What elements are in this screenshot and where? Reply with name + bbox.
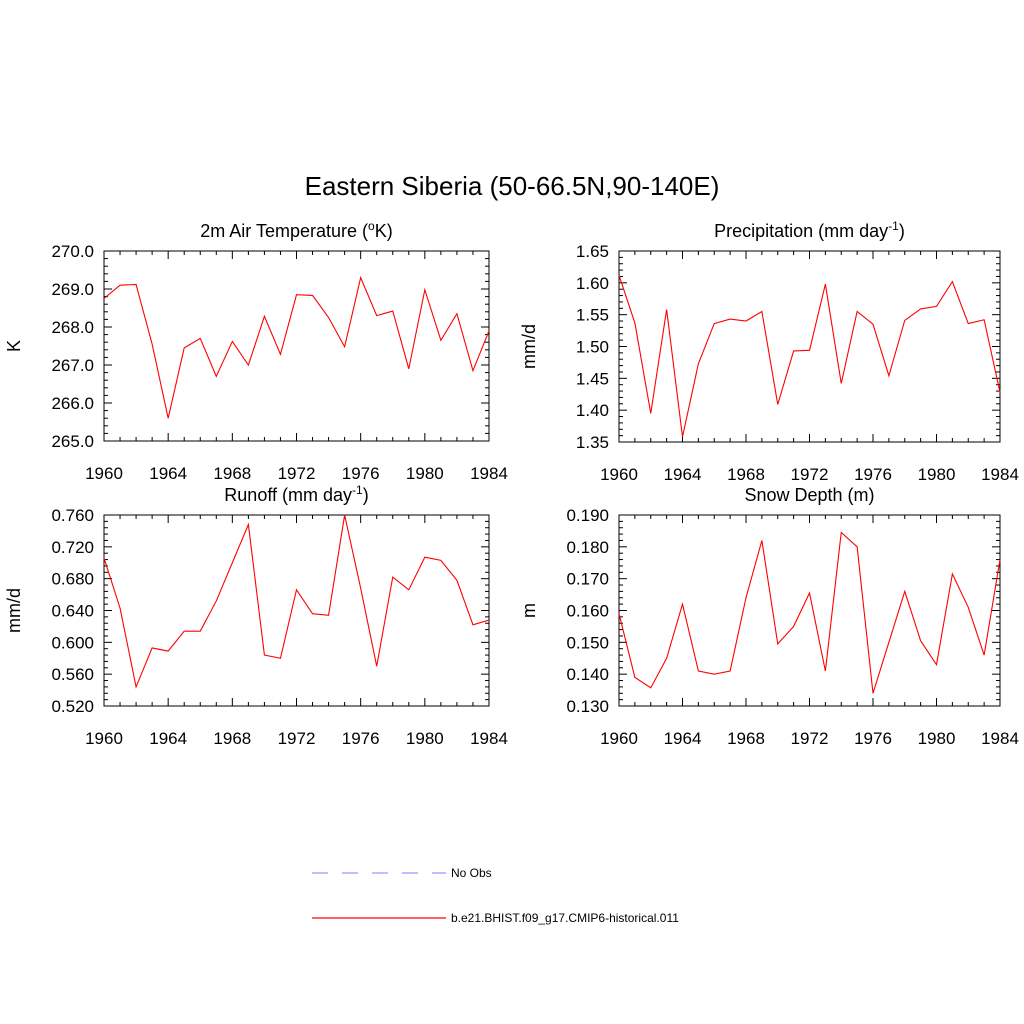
y-tick-label: 270.0 [51,242,94,261]
panel-title: 2m Air Temperature (oK) [200,219,392,241]
x-tick-label: 1960 [600,465,638,484]
y-tick-label: 268.0 [51,318,94,337]
x-tick-label: 1984 [470,729,508,748]
y-tick-label: 0.640 [51,602,94,621]
y-tick-label: 0.170 [566,570,609,589]
panel-4: 1960 1964 1968 1972 1976 1980 1984 0.130 0.140 0.… [519,485,1019,748]
panel-2: 1960 1964 1968 1972 1976 1980 1984 1.35 1.40 1.45… [519,219,1019,484]
y-tick-label: 266.0 [51,394,94,413]
y-axis-label: m [519,603,539,618]
x-tick-label: 1960 [85,464,123,483]
x-tick-label: 1984 [981,729,1019,748]
series-line [618,275,1001,438]
y-tick-label: 0.600 [51,633,94,652]
y-tick-label: 1.60 [576,274,609,293]
y-tick-label: 1.65 [576,242,609,261]
y-tick-label: 0.180 [566,538,609,557]
x-tick-label: 1968 [727,465,765,484]
y-axis-label: mm/d [519,324,539,369]
series-line [618,531,1001,694]
y-tick-label: 1.35 [576,433,609,452]
y-tick-label: 0.720 [51,538,94,557]
plot-frame [103,250,490,442]
x-tick-label: 1980 [918,729,956,748]
y-tick-label: 269.0 [51,280,94,299]
legend: No Obs b.e21.BHIST.f09_g17.CMIP6-historic… [312,866,679,925]
y-tick-label: 0.150 [566,633,609,652]
x-tick-label: 1964 [149,464,187,483]
x-tick-label: 1968 [213,464,251,483]
y-tick-label: 0.760 [51,506,94,525]
x-tick-label: 1964 [149,729,187,748]
y-tick-label: 1.45 [576,369,609,388]
y-tick-label: 0.680 [51,570,94,589]
y-tick-label: 1.50 [576,338,609,357]
y-tick-label: 265.0 [51,432,94,451]
x-tick-label: 1960 [85,729,123,748]
x-tick-label: 1964 [664,729,702,748]
panel-title: Precipitation (mm day-1) [714,219,905,241]
series-line [103,514,490,689]
legend-label-1: No Obs [451,866,492,880]
panels: 1960 1964 1968 1972 1976 1980 1984 265.0 266.0 26… [4,219,1019,748]
x-tick-label: 1976 [854,729,892,748]
x-tick-label: 1964 [664,465,702,484]
x-tick-label: 1968 [727,729,765,748]
x-tick-label: 1972 [791,729,829,748]
y-tick-label: 0.130 [566,697,609,716]
x-tick-label: 1980 [406,729,444,748]
x-tick-label: 1980 [918,465,956,484]
plot-frame [618,250,1001,443]
x-tick-label: 1976 [342,729,380,748]
y-tick-label: 0.560 [51,665,94,684]
x-tick-label: 1976 [854,465,892,484]
y-tick-label: 267.0 [51,356,94,375]
x-tick-label: 1984 [470,464,508,483]
legend-label-2: b.e21.BHIST.f09_g17.CMIP6-historical.011 [451,911,679,925]
x-tick-label: 1972 [278,464,316,483]
y-axis-label: K [4,340,24,352]
y-tick-label: 0.190 [566,506,609,525]
y-axis-label: mm/d [4,588,24,633]
plot-frame [103,514,490,707]
x-tick-label: 1972 [791,465,829,484]
y-tick-label: 0.520 [51,697,94,716]
y-tick-label: 0.140 [566,665,609,684]
figure-title: Eastern Siberia (50-66.5N,90-140E) [305,171,720,201]
y-tick-label: 1.55 [576,306,609,325]
y-tick-label: 0.160 [566,602,609,621]
x-tick-label: 1968 [213,729,251,748]
x-tick-label: 1976 [342,464,380,483]
x-tick-label: 1980 [406,464,444,483]
plot-frame [618,514,1001,707]
x-tick-label: 1972 [278,729,316,748]
y-tick-label: 1.40 [576,401,609,420]
panel-title: Snow Depth (m) [744,485,874,505]
panel-title: Runoff (mm day-1) [224,483,368,505]
x-tick-label: 1960 [600,729,638,748]
panel-3: 1960 1964 1968 1972 1976 1980 1984 0.520 0.560 0.… [4,483,508,748]
series-line [103,275,490,419]
panel-1: 1960 1964 1968 1972 1976 1980 1984 265.0 266.0 26… [4,219,508,483]
x-tick-label: 1984 [981,465,1019,484]
